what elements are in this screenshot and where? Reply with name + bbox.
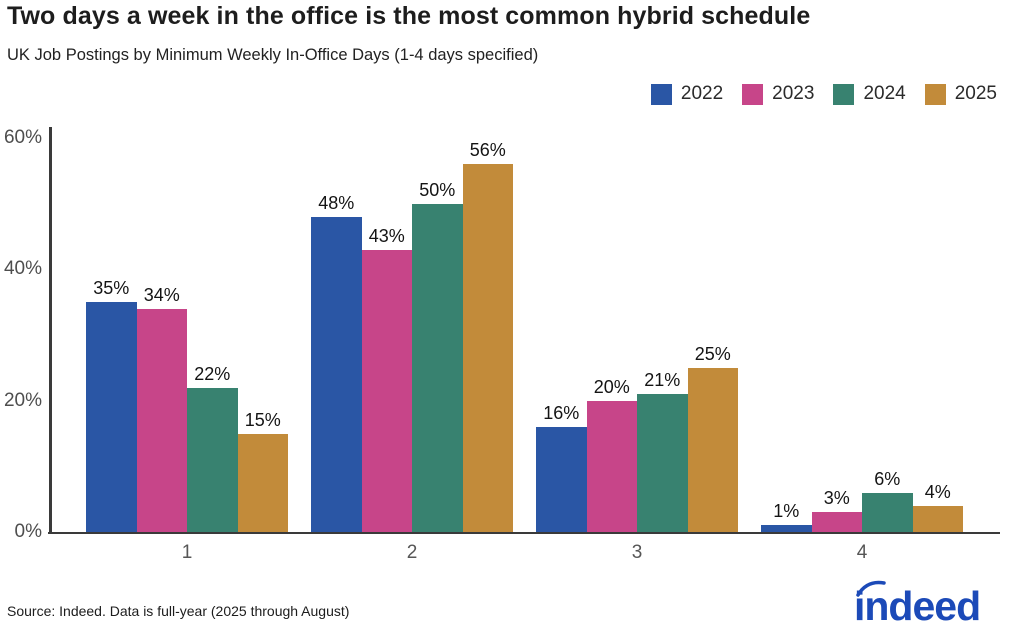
legend-label: 2023 [772,83,815,104]
legend-swatch-icon [742,83,764,105]
bar-2022-days-1 [86,302,137,532]
indeed-logo-text: indeed [854,583,980,629]
y-axis-tick-label: 20% [3,389,42,411]
bar-value-label: 20% [593,376,630,397]
bar-value-label: 15% [244,409,281,430]
legend-item-2023: 2023 [742,83,814,105]
legend-label: 2024 [863,83,906,104]
bar-value-label: 22% [194,363,231,384]
legend-label: 2025 [954,83,997,104]
y-axis-tick-label: 40% [3,258,42,280]
x-axis-category-label: 3 [631,542,643,563]
bar-2023-days-3 [586,400,637,532]
x-axis-category-label: 4 [856,542,868,563]
legend-item-2024: 2024 [833,83,906,105]
bar-2022-days-4 [761,525,812,532]
bar-2022-days-3 [536,426,587,532]
legend-item-2025: 2025 [924,83,997,105]
bar-2025-days-2 [462,164,513,532]
page-title: Two days a week in the office is the mos… [7,2,811,30]
y-axis-line [49,127,52,534]
bar-value-label: 35% [93,278,130,299]
bar-value-label: 25% [694,343,731,364]
x-axis-category-label: 2 [406,542,418,563]
bar-value-label: 34% [143,284,180,305]
legend-label: 2022 [680,83,724,104]
indeed-logo-arc-icon [856,580,886,597]
bar-value-label: 3% [823,488,850,509]
bar-value-label: 4% [924,481,951,502]
bar-2025-days-1 [237,433,288,532]
bar-2024-days-2 [412,203,463,532]
bar-2024-days-3 [637,394,688,532]
source-note: Source: Indeed. Data is full-year (2025 … [7,603,350,619]
legend-swatch-icon [924,83,946,105]
bar-value-label: 6% [874,468,901,489]
bar-2023-days-1 [136,308,187,532]
chart-legend: 2022 2023 2024 2025 [650,83,997,105]
bar-2023-days-4 [811,512,862,532]
page-subtitle: UK Job Postings by Minimum Weekly In-Off… [7,46,539,64]
bar-value-label: 50% [419,179,456,200]
legend-item-2022: 2022 [650,83,724,105]
legend-swatch-icon [833,83,855,105]
bar-2025-days-4 [912,505,963,532]
bar-value-label: 56% [469,140,506,161]
bar-value-label: 48% [318,192,355,213]
indeed-logo: indeed [852,578,992,635]
bar-2025-days-3 [687,367,738,532]
x-axis-category-label: 1 [181,542,193,563]
y-axis-tick-label: 60% [3,127,42,148]
bar-value-label: 21% [644,370,681,391]
bar-value-label: 16% [543,402,580,423]
legend-swatch-icon [650,83,672,105]
bar-2023-days-2 [361,249,412,532]
bar-value-label: 43% [368,225,405,246]
bar-2022-days-2 [311,216,362,532]
bar-value-label: 1% [773,501,800,522]
x-axis-line [48,531,1000,534]
bar-2024-days-1 [187,387,238,532]
y-axis-tick-label: 0% [14,521,42,542]
bar-2024-days-4 [862,492,913,532]
